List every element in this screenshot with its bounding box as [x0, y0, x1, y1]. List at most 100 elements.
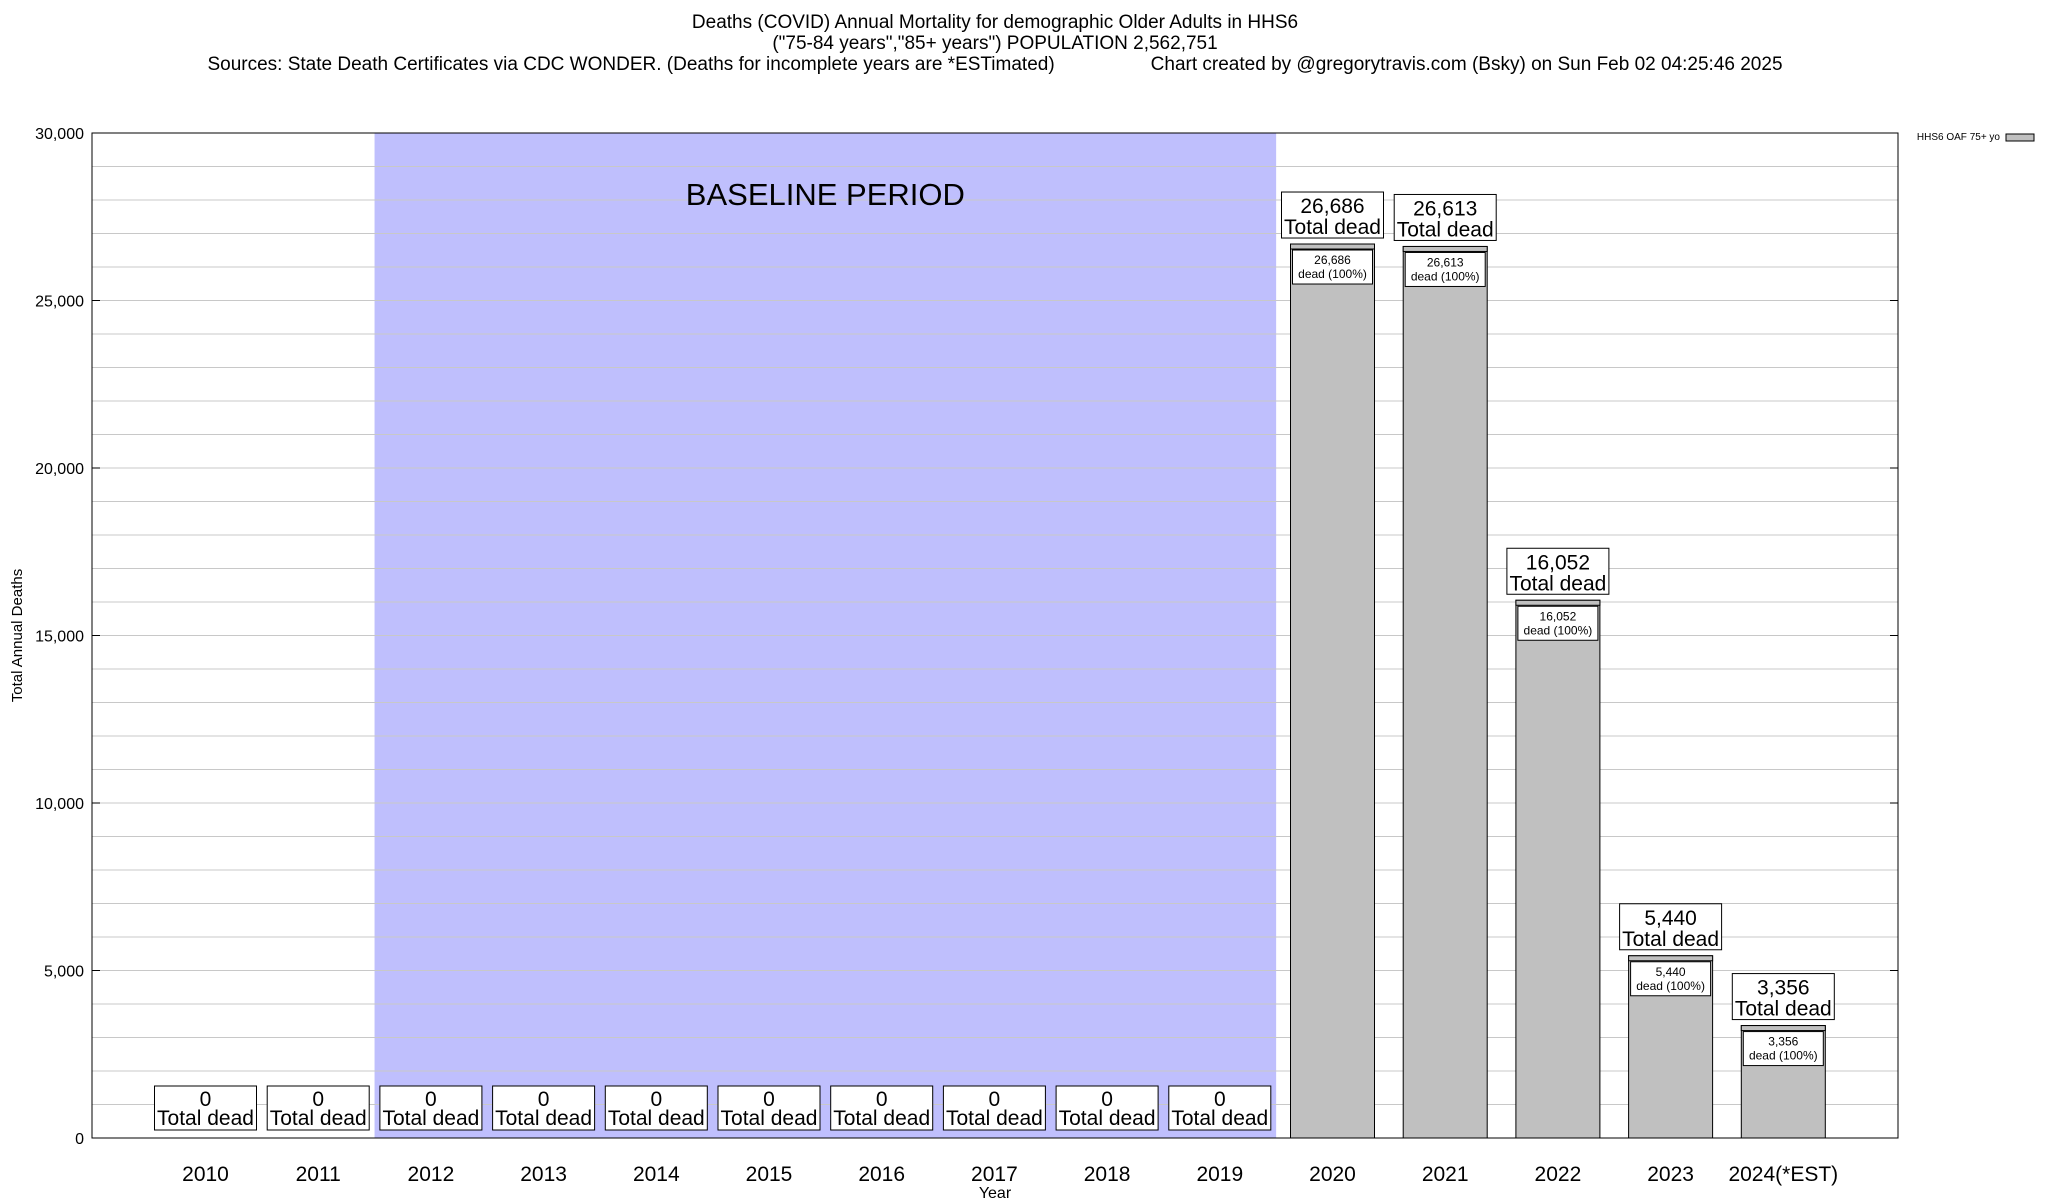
- inner-label-box: [1404, 251, 1486, 287]
- total-label-suffix: Total dead: [833, 1107, 930, 1130]
- total-label-box: [1168, 1085, 1272, 1131]
- credit-text: Chart created by @gregorytravis.com (Bsk…: [1150, 54, 1783, 75]
- total-label-box: [604, 1085, 708, 1131]
- legend-swatch: [2005, 133, 2035, 142]
- total-label-suffix: Total dead: [1509, 572, 1606, 595]
- total-label-value: 0: [1214, 1088, 1226, 1111]
- legend-label: HHS6 OAF 75+ yo: [1917, 132, 2001, 143]
- inner-label-box: [1742, 1031, 1824, 1067]
- inner-label-box: [1292, 249, 1373, 285]
- total-label-box: [1619, 903, 1723, 951]
- total-label-box: [1506, 547, 1610, 595]
- x-tick-label: 2023: [1647, 1163, 1694, 1186]
- y-axis-label: Total Annual Deaths: [9, 569, 26, 702]
- x-tick-label: 2020: [1309, 1163, 1356, 1186]
- inner-label-value: 5,440: [1656, 965, 1686, 979]
- baseline-period-label: BASELINE PERIOD: [686, 177, 965, 212]
- y-tick-label: 25,000: [35, 294, 84, 311]
- total-label-value: 5,440: [1644, 907, 1697, 930]
- inner-label-suffix: dead (100%): [1298, 267, 1367, 281]
- inner-label-box: [1517, 605, 1599, 641]
- x-tick-label: 2018: [1084, 1163, 1131, 1186]
- total-label-box: [492, 1085, 596, 1131]
- total-label-suffix: Total dead: [270, 1107, 367, 1130]
- chart-title-block: Deaths (COVID) Annual Mortality for demo…: [0, 12, 1990, 75]
- bar-cap: [1515, 599, 1601, 606]
- total-label-value: 0: [425, 1088, 437, 1111]
- total-label-suffix: Total dead: [1171, 1107, 1268, 1130]
- bar-cap: [1290, 243, 1375, 250]
- total-label-value: 0: [538, 1088, 550, 1111]
- total-label-suffix: Total dead: [1284, 216, 1381, 239]
- total-label-box: [154, 1085, 257, 1131]
- x-tick-label: 2014: [633, 1163, 680, 1186]
- x-tick-label: 2011: [296, 1163, 341, 1186]
- inner-label-box: [1630, 961, 1712, 997]
- source-text: Sources: State Death Certificates via CD…: [207, 54, 1055, 75]
- total-label-suffix: Total dead: [1397, 218, 1494, 241]
- inner-label-value: 16,052: [1540, 609, 1577, 623]
- y-tick-label: 5,000: [44, 964, 84, 981]
- chart-source-line: Sources: State Death Certificates via CD…: [0, 54, 1990, 75]
- x-tick-label: 2010: [182, 1163, 229, 1186]
- total-label-box: [1055, 1085, 1159, 1131]
- total-label-value: 3,356: [1757, 977, 1810, 1000]
- bar-cap: [1628, 955, 1714, 962]
- x-tick-label: 2017: [971, 1163, 1018, 1186]
- total-label-box: [1393, 193, 1497, 241]
- total-label-suffix: Total dead: [382, 1107, 479, 1130]
- total-label-value: 0: [763, 1088, 775, 1111]
- total-label-value: 0: [989, 1088, 1001, 1111]
- total-label-box: [942, 1085, 1046, 1131]
- total-label-box: [379, 1085, 483, 1131]
- x-tick-label: 2024(*EST): [1728, 1163, 1838, 1186]
- total-label-value: 0: [876, 1088, 888, 1111]
- y-tick-label: 30,000: [35, 126, 84, 143]
- inner-label-suffix: dead (100%): [1524, 623, 1593, 637]
- inner-label-value: 26,686: [1314, 253, 1351, 267]
- total-label-value: 26,613: [1413, 197, 1477, 220]
- x-tick-label: 2021: [1422, 1163, 1469, 1186]
- bar: [1515, 599, 1601, 1139]
- total-label-box: [830, 1085, 934, 1131]
- x-tick-label: 2013: [520, 1163, 567, 1186]
- inner-label-value: 3,356: [1768, 1035, 1798, 1049]
- y-tick-label: 20,000: [35, 461, 84, 478]
- total-label-suffix: Total dead: [721, 1107, 818, 1130]
- x-tick-label: 2016: [858, 1163, 905, 1186]
- total-label-suffix: Total dead: [1059, 1107, 1156, 1130]
- bar-cap: [1740, 1025, 1826, 1032]
- chart-subtitle: ("75-84 years","85+ years") POPULATION 2…: [772, 33, 1218, 54]
- chart-title: Deaths (COVID) Annual Mortality for demo…: [691, 12, 1299, 33]
- total-label-value: 16,052: [1526, 551, 1590, 574]
- total-label-suffix: Total dead: [1622, 928, 1719, 951]
- bar: [1290, 243, 1375, 1139]
- y-tick-label: 15,000: [35, 629, 84, 646]
- total-label-value: 0: [1101, 1088, 1113, 1111]
- x-tick-label: 2015: [746, 1163, 793, 1186]
- total-label-box: [266, 1085, 370, 1131]
- total-label-suffix: Total dead: [608, 1107, 705, 1130]
- total-label-value: 0: [650, 1088, 662, 1111]
- x-tick-label: 2022: [1535, 1163, 1582, 1186]
- x-axis-label: Year: [979, 1185, 1012, 1200]
- total-label-suffix: Total dead: [495, 1107, 592, 1130]
- total-label-box: [717, 1085, 821, 1131]
- total-label-suffix: Total dead: [157, 1107, 254, 1130]
- inner-label-suffix: dead (100%): [1749, 1049, 1818, 1063]
- inner-label-suffix: dead (100%): [1411, 269, 1480, 283]
- total-label-suffix: Total dead: [1735, 998, 1832, 1021]
- inner-label-suffix: dead (100%): [1636, 979, 1705, 993]
- total-label-suffix: Total dead: [946, 1107, 1043, 1130]
- total-label-value: 0: [312, 1088, 324, 1111]
- total-label-value: 26,686: [1300, 195, 1364, 218]
- bar: [1402, 245, 1488, 1139]
- bar-cap: [1402, 245, 1488, 252]
- total-label-box: [1281, 191, 1384, 239]
- x-tick-label: 2019: [1196, 1163, 1243, 1186]
- total-label-value: 0: [200, 1088, 212, 1111]
- x-tick-label: 2012: [408, 1163, 455, 1186]
- y-tick-label: 0: [75, 1131, 84, 1148]
- inner-label-value: 26,613: [1427, 255, 1464, 269]
